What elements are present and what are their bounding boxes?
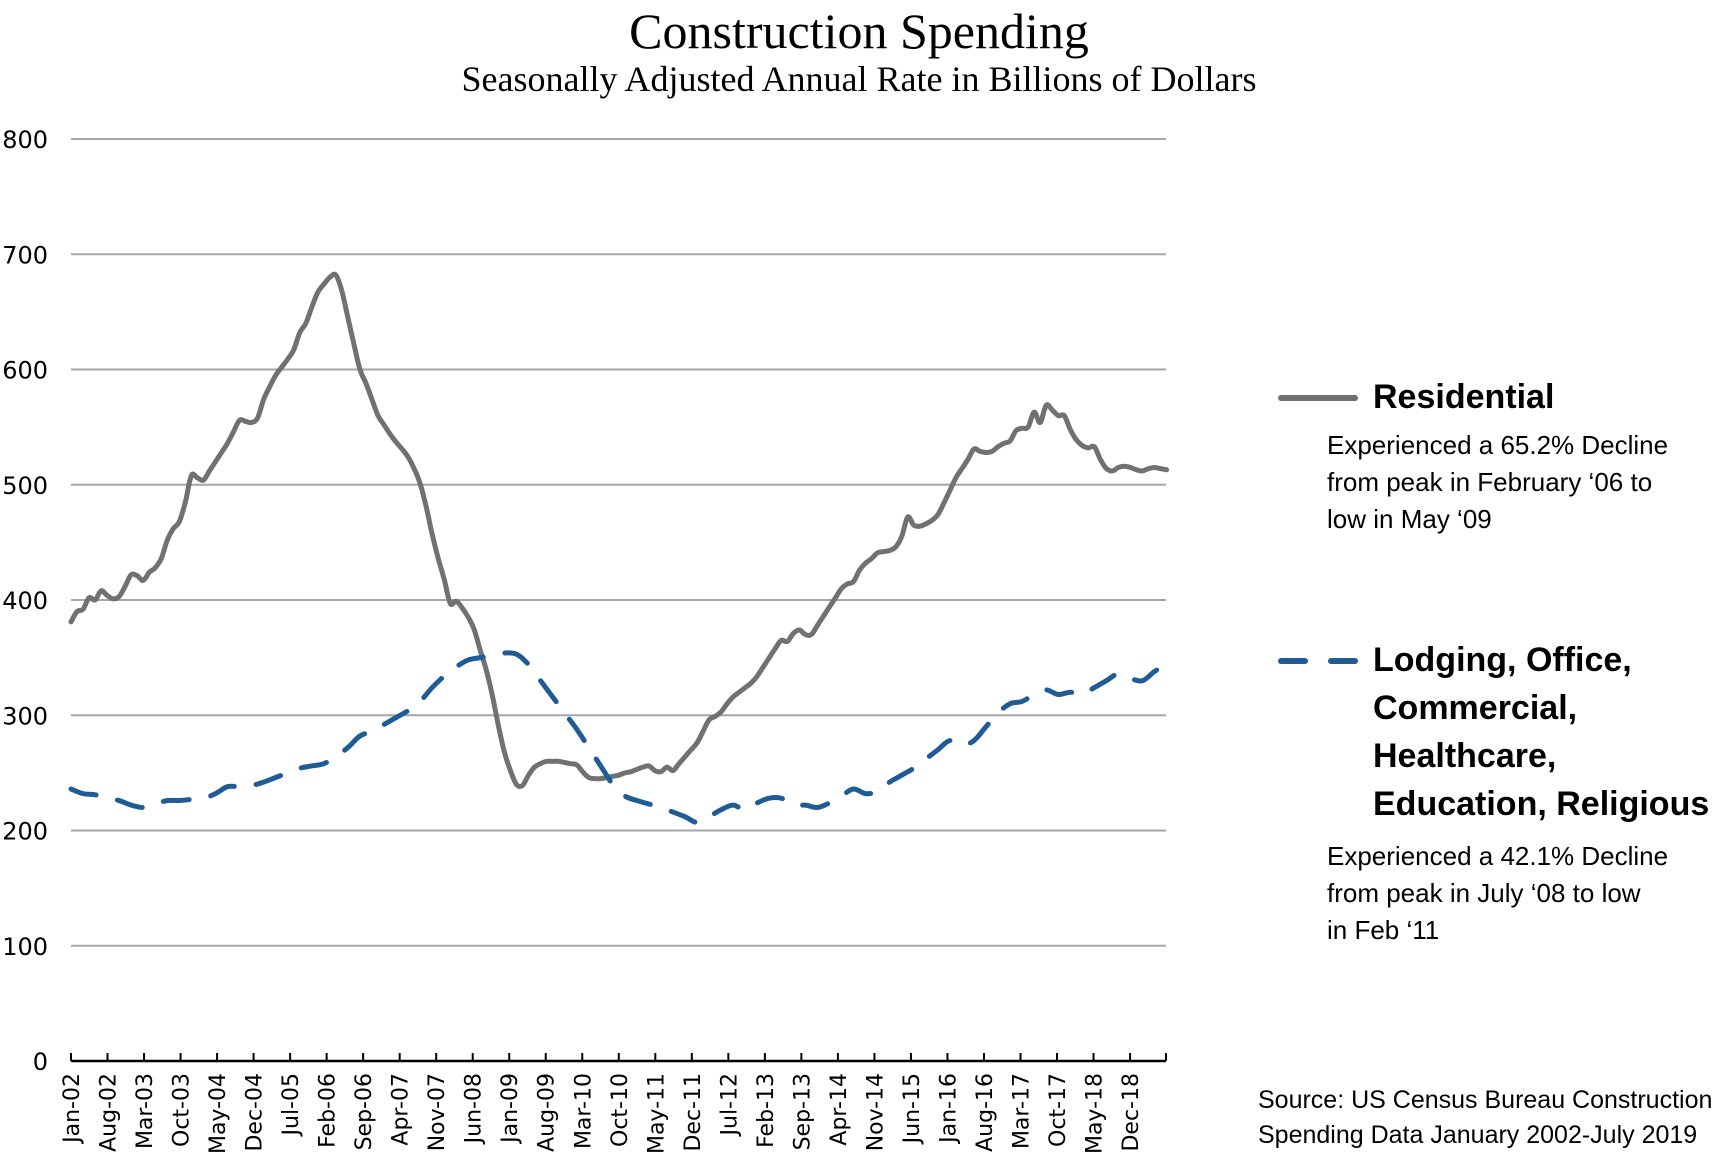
legend-label-commercial-line: Lodging, Office,	[1373, 641, 1632, 679]
x-tick-label: Jan-16	[936, 1073, 961, 1145]
x-tick-label: Sep-13	[790, 1073, 815, 1150]
x-tick-label: Oct-10	[608, 1073, 633, 1147]
x-tick-label: Dec-04	[243, 1073, 268, 1152]
legend-swatch-commercial-dash	[1328, 658, 1358, 664]
legend-label-residential: Residential	[1373, 378, 1555, 416]
x-axis: Jan-02 Aug-02 Mar-03 Oct-03 May-04 Dec-04 Jul-…	[60, 1053, 1167, 1154]
x-tick-label: Feb-06	[316, 1073, 341, 1148]
y-tick-label: 300	[2, 702, 48, 730]
y-tick-label: 400	[2, 587, 48, 615]
x-tick-label: Nov-07	[425, 1073, 450, 1151]
x-tick-label: Mar-10	[571, 1073, 596, 1149]
chart-subtitle: Seasonally Adjusted Annual Rate in Billi…	[461, 59, 1257, 99]
y-tick-label: 0	[33, 1048, 48, 1076]
x-tick-label: Dec-18	[1119, 1073, 1144, 1152]
residential-note-line: from peak in February ‘06 to	[1327, 467, 1653, 497]
y-tick-label: 800	[2, 126, 48, 154]
chart-title: Construction Spending	[629, 3, 1089, 59]
commercial-note-line: in Feb ‘11	[1327, 915, 1440, 945]
x-tick-label: Aug-16	[973, 1073, 998, 1152]
x-tick-label: Mar-03	[133, 1073, 158, 1149]
y-tick-label: 200	[2, 818, 48, 846]
x-tick-label: Feb-13	[754, 1073, 779, 1148]
y-tick-label: 100	[2, 933, 48, 961]
x-tick-label: Oct-17	[1046, 1073, 1071, 1147]
residential-note-line: Experienced a 65.2% Decline	[1327, 430, 1669, 460]
x-tick-label: Aug-02	[97, 1073, 122, 1152]
x-tick-label: May-04	[206, 1073, 231, 1154]
legend-label-commercial-line: Healthcare,	[1373, 737, 1557, 775]
y-tick-label: 500	[2, 472, 48, 500]
y-tick-label: 600	[2, 357, 48, 385]
commercial-note-line: Experienced a 42.1% Decline	[1327, 841, 1669, 871]
series-line-residential	[68, 271, 1170, 790]
source-line: Spending Data January 2002-July 2019	[1258, 1121, 1698, 1149]
legend-swatch-residential	[1278, 395, 1358, 401]
y-tick-label: 700	[2, 241, 48, 269]
legend-item-commercial: Lodging, Office, Commercial, Healthcare,…	[1373, 636, 1709, 828]
x-tick-label: Jul-12	[717, 1073, 742, 1137]
legend-label-commercial-line: Commercial,	[1373, 689, 1578, 727]
x-tick-label: Sep-06	[352, 1073, 377, 1150]
x-tick-label: Mar-17	[1009, 1073, 1034, 1149]
x-tick-label: Dec-11	[681, 1073, 706, 1152]
y-axis-ticks: 0 100 200 300 400 500 600 700 800	[2, 126, 48, 1076]
residential-note: Experienced a 65.2% Decline from peak in…	[1327, 427, 1668, 538]
commercial-note: Experienced a 42.1% Decline from peak in…	[1327, 838, 1668, 949]
source-note: Source: US Census Bureau Construction Sp…	[1258, 1083, 1712, 1153]
x-tick-label: Jan-09	[498, 1073, 523, 1145]
series-lines	[68, 271, 1170, 825]
legend-swatch-commercial-dash	[1278, 658, 1308, 664]
legend-item-residential: Residential	[1373, 373, 1554, 421]
x-tick-label: May-11	[644, 1073, 669, 1154]
series-line-commercial	[68, 650, 1170, 825]
residential-note-line: low in May ‘09	[1327, 504, 1492, 534]
x-tick-label: Jun-15	[900, 1073, 925, 1145]
x-tick-label: Apr-07	[389, 1073, 414, 1146]
gridlines	[71, 138, 1166, 947]
x-tick-label: Apr-14	[827, 1073, 852, 1146]
legend-label-commercial-line: Education, Religious	[1373, 785, 1710, 823]
commercial-note-line: from peak in July ‘08 to low	[1327, 878, 1641, 908]
x-tick-label: Jun-08	[462, 1073, 487, 1145]
x-tick-label: Aug-09	[535, 1073, 560, 1152]
x-tick-label: Jul-05	[279, 1073, 304, 1137]
x-tick-label: Oct-03	[170, 1073, 195, 1147]
x-tick-label: Nov-14	[863, 1073, 888, 1151]
source-line: Source: US Census Bureau Construction	[1258, 1086, 1713, 1114]
x-tick-label: Jan-02	[60, 1073, 85, 1145]
x-tick-label: May-18	[1083, 1073, 1108, 1154]
